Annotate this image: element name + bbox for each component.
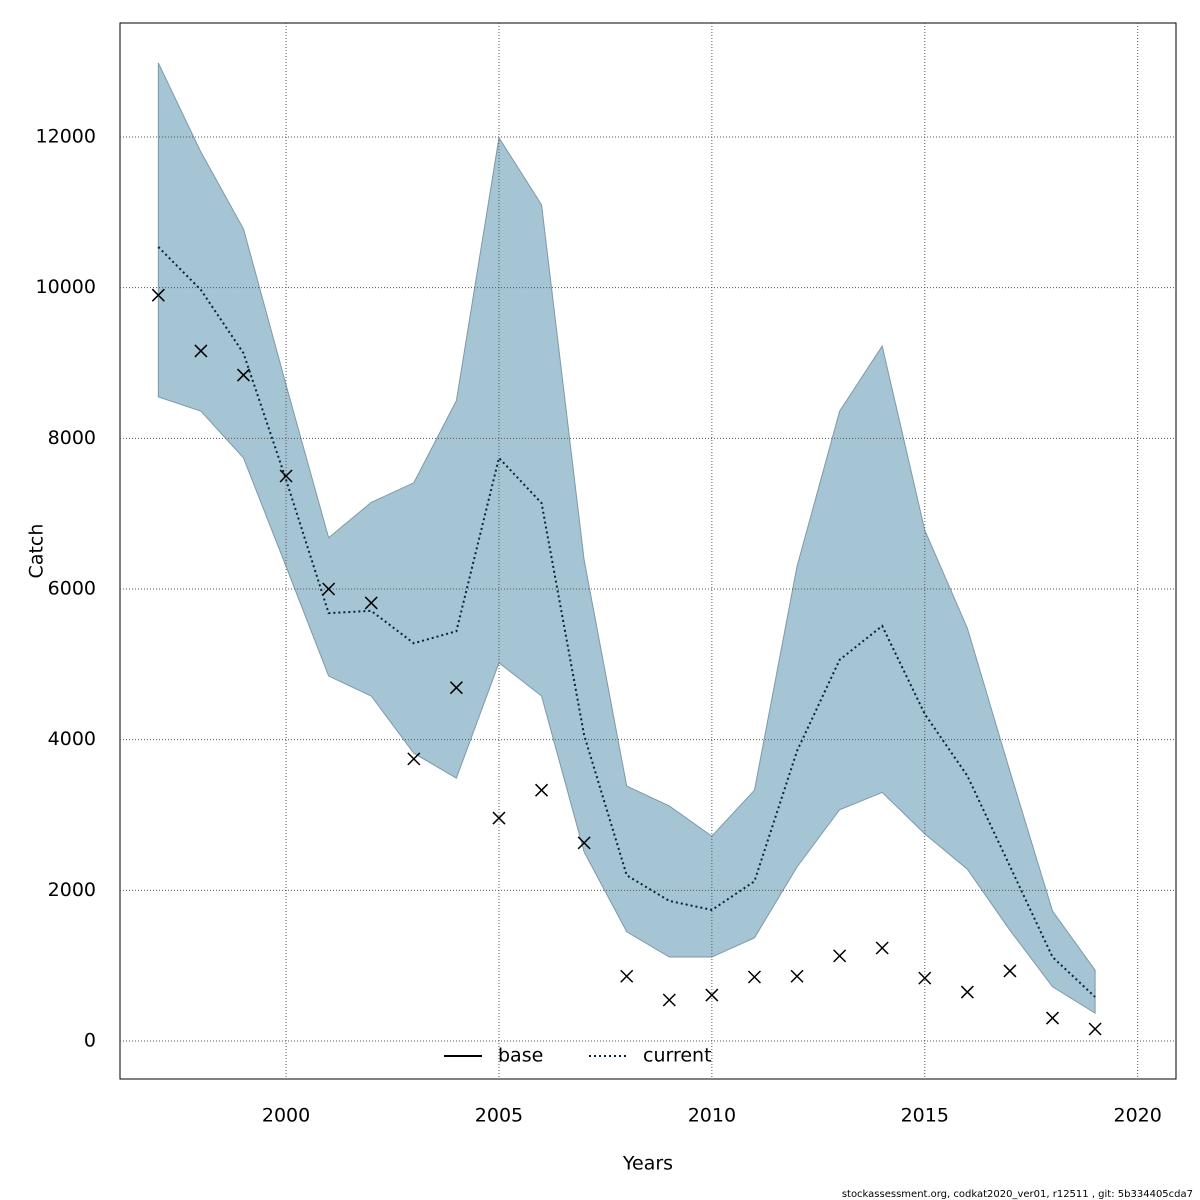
y-axis-label: Catch xyxy=(26,524,48,579)
observed-point xyxy=(705,988,719,1002)
observed-point xyxy=(875,941,889,955)
observed-point xyxy=(194,344,208,358)
x-tick-label: 2020 xyxy=(1113,1105,1161,1127)
x-axis-label: Years xyxy=(622,1153,673,1175)
observed-point xyxy=(747,970,761,984)
x-tick-label: 2005 xyxy=(475,1105,523,1127)
y-tick-label: 12000 xyxy=(36,125,96,147)
observed-point xyxy=(577,836,591,850)
observed-point xyxy=(1045,1011,1060,1025)
observed-point xyxy=(407,752,421,766)
legend-label: base xyxy=(498,1045,543,1067)
observed-point xyxy=(449,681,463,695)
y-tick-label: 8000 xyxy=(48,427,96,449)
observed-point xyxy=(322,582,336,596)
observed-point xyxy=(790,969,804,983)
observed-point xyxy=(492,811,506,825)
observed-point xyxy=(151,288,165,302)
legend-label: current xyxy=(643,1045,712,1067)
y-tick-label: 2000 xyxy=(48,879,96,901)
observed-point xyxy=(1003,964,1017,978)
observed-point xyxy=(960,985,974,999)
confidence-band xyxy=(157,62,1096,1015)
y-tick-label: 0 xyxy=(84,1030,96,1052)
y-tick-label: 10000 xyxy=(36,276,96,298)
observed-point xyxy=(279,469,293,483)
observed-point xyxy=(236,368,251,382)
observed-point xyxy=(1088,1022,1102,1036)
y-tick-label: 4000 xyxy=(48,728,96,750)
observed-point xyxy=(918,971,932,985)
y-tick-label: 6000 xyxy=(48,578,96,600)
x-tick-label: 2015 xyxy=(901,1105,949,1127)
observed-point xyxy=(620,969,634,983)
x-tick-label: 2010 xyxy=(688,1105,736,1127)
footnote: stockassessment.org, codkat2020_ver01, r… xyxy=(842,1189,1193,1200)
observed-point xyxy=(535,783,549,797)
x-tick-label: 2000 xyxy=(262,1105,310,1127)
observed-point xyxy=(662,993,676,1007)
observed-point xyxy=(833,949,847,963)
plot-frame xyxy=(119,22,1177,1080)
observed-point xyxy=(364,596,378,610)
